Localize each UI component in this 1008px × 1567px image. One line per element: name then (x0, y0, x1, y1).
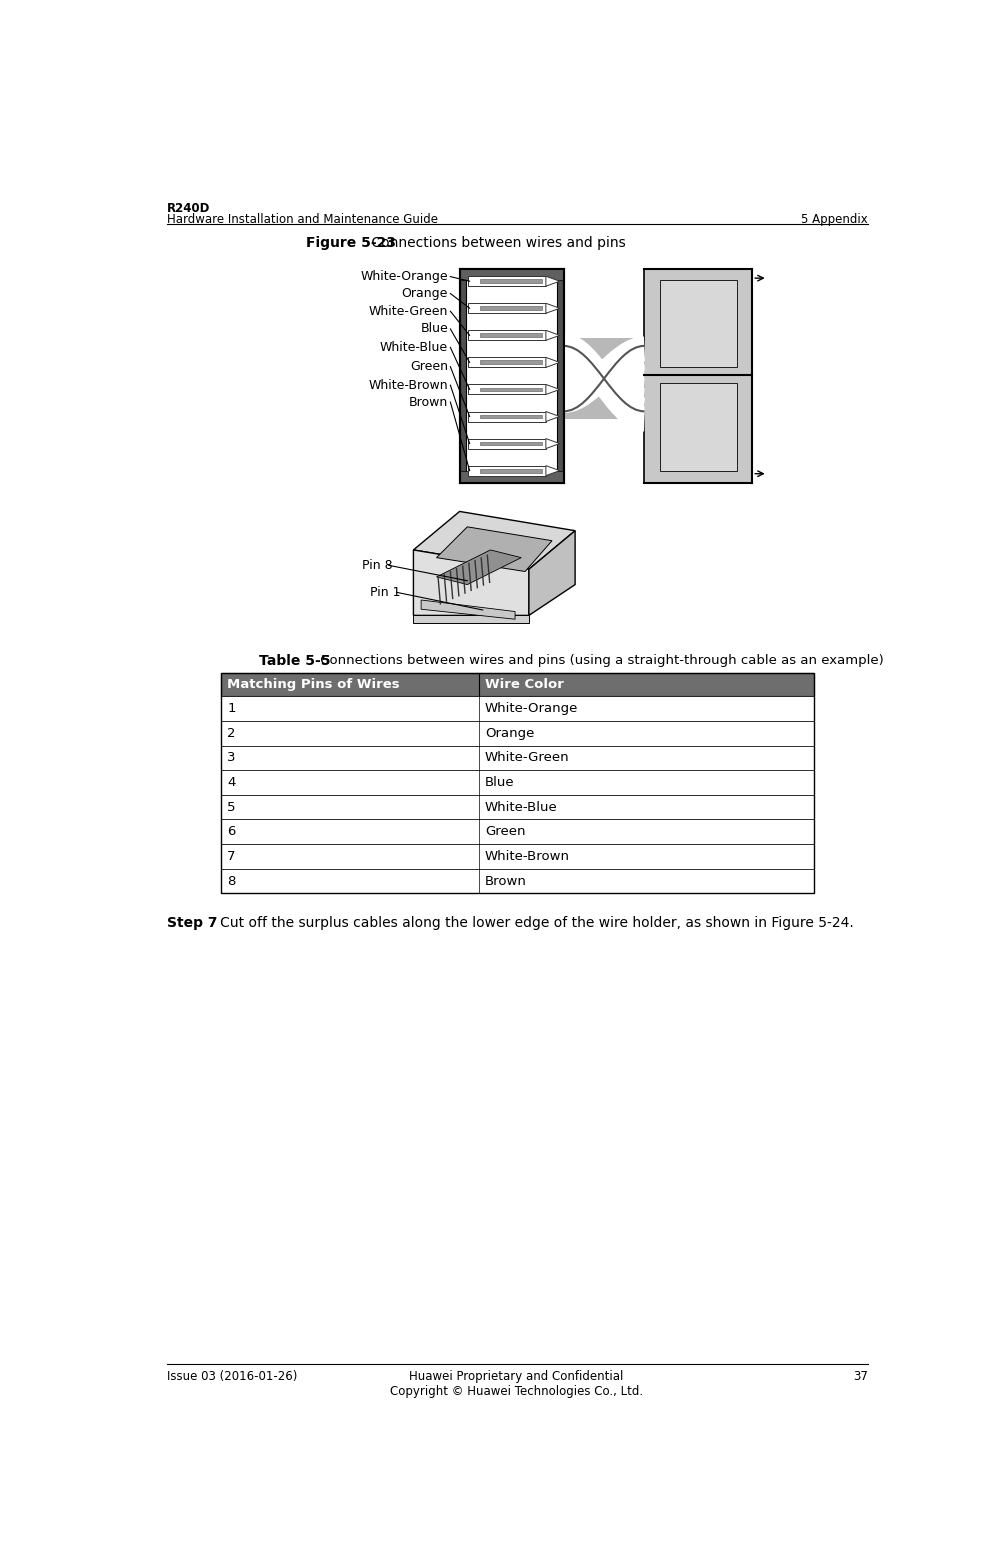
Text: R240D: R240D (167, 202, 211, 215)
Text: 5: 5 (227, 801, 236, 813)
Text: White-Blue: White-Blue (380, 342, 449, 354)
Bar (221, 674, 813, 893)
FancyBboxPatch shape (468, 357, 546, 367)
Bar (221, 769, 813, 794)
Polygon shape (546, 439, 559, 448)
Bar (466, 276, 557, 476)
Text: Step 7: Step 7 (167, 917, 218, 931)
Text: Connections between wires and pins (using a straight-through cable as an example: Connections between wires and pins (usin… (316, 653, 883, 668)
Polygon shape (436, 527, 552, 572)
Polygon shape (546, 276, 559, 287)
FancyBboxPatch shape (480, 360, 542, 364)
Bar (221, 674, 813, 696)
FancyBboxPatch shape (468, 465, 546, 476)
FancyBboxPatch shape (480, 442, 542, 445)
Text: Blue: Blue (420, 323, 449, 335)
Bar (221, 746, 813, 769)
Polygon shape (546, 384, 559, 395)
Bar (221, 721, 813, 746)
Text: White-Brown: White-Brown (485, 849, 570, 863)
Text: White-Green: White-Green (369, 304, 449, 318)
FancyBboxPatch shape (468, 276, 546, 287)
Text: Issue 03 (2016-01-26): Issue 03 (2016-01-26) (167, 1370, 297, 1384)
Text: 8: 8 (227, 874, 236, 887)
Text: Connections between wires and pins: Connections between wires and pins (367, 235, 626, 249)
Bar (460, 270, 563, 483)
Text: 5 Appendix: 5 Appendix (801, 213, 868, 227)
Text: Matching Pins of Wires: Matching Pins of Wires (227, 679, 400, 691)
Bar (221, 845, 813, 868)
FancyBboxPatch shape (480, 387, 542, 392)
Text: 1: 1 (227, 702, 236, 715)
Polygon shape (421, 600, 515, 619)
FancyBboxPatch shape (480, 334, 542, 337)
Text: White-Green: White-Green (485, 751, 570, 765)
Text: 3: 3 (227, 751, 236, 765)
FancyBboxPatch shape (468, 304, 546, 313)
Bar (644, 270, 752, 375)
FancyBboxPatch shape (468, 439, 546, 448)
Text: White-Orange: White-Orange (361, 270, 449, 284)
Bar (221, 696, 813, 721)
Text: White-Blue: White-Blue (485, 801, 557, 813)
FancyBboxPatch shape (480, 279, 542, 284)
Text: Blue: Blue (485, 776, 515, 788)
FancyBboxPatch shape (480, 469, 542, 473)
FancyBboxPatch shape (480, 306, 542, 310)
Bar (460, 270, 563, 280)
Polygon shape (413, 511, 576, 569)
Polygon shape (529, 531, 576, 616)
Polygon shape (546, 357, 559, 367)
Text: Pin 8: Pin 8 (362, 559, 392, 572)
Text: 37: 37 (853, 1370, 868, 1384)
Text: Huawei Proprietary and Confidential
Copyright © Huawei Technologies Co., Ltd.: Huawei Proprietary and Confidential Copy… (390, 1370, 643, 1398)
Bar (221, 868, 813, 893)
Bar (460, 472, 563, 483)
Polygon shape (546, 412, 559, 422)
Text: 6: 6 (227, 826, 236, 838)
FancyBboxPatch shape (480, 415, 542, 418)
FancyBboxPatch shape (468, 331, 546, 340)
Text: White-Brown: White-Brown (369, 379, 449, 392)
Text: 4: 4 (227, 776, 236, 788)
Bar (660, 382, 737, 472)
FancyBboxPatch shape (468, 384, 546, 395)
Polygon shape (413, 616, 529, 624)
Text: Wire Color: Wire Color (485, 679, 563, 691)
Polygon shape (546, 331, 559, 340)
Text: Table 5-5: Table 5-5 (259, 653, 331, 668)
FancyBboxPatch shape (468, 412, 546, 422)
Text: Brown: Brown (409, 395, 449, 409)
Text: White-Orange: White-Orange (485, 702, 579, 715)
Bar (221, 794, 813, 820)
Text: Hardware Installation and Maintenance Guide: Hardware Installation and Maintenance Gu… (167, 213, 438, 227)
Text: 2: 2 (227, 727, 236, 740)
Bar (221, 820, 813, 845)
Text: Green: Green (485, 826, 525, 838)
Bar (563, 338, 644, 418)
Polygon shape (546, 304, 559, 313)
Text: Figure 5-23: Figure 5-23 (305, 235, 395, 249)
Text: Cut off the surplus cables along the lower edge of the wire holder, as shown in : Cut off the surplus cables along the low… (207, 917, 854, 931)
Bar (644, 375, 752, 483)
Polygon shape (546, 465, 559, 476)
Polygon shape (413, 550, 529, 616)
Bar (660, 280, 737, 367)
Text: Orange: Orange (485, 727, 534, 740)
Text: Orange: Orange (402, 287, 449, 299)
Text: 7: 7 (227, 849, 236, 863)
Text: Pin 1: Pin 1 (370, 586, 400, 599)
Text: Green: Green (410, 360, 449, 373)
Text: Brown: Brown (485, 874, 527, 887)
Polygon shape (436, 550, 521, 584)
